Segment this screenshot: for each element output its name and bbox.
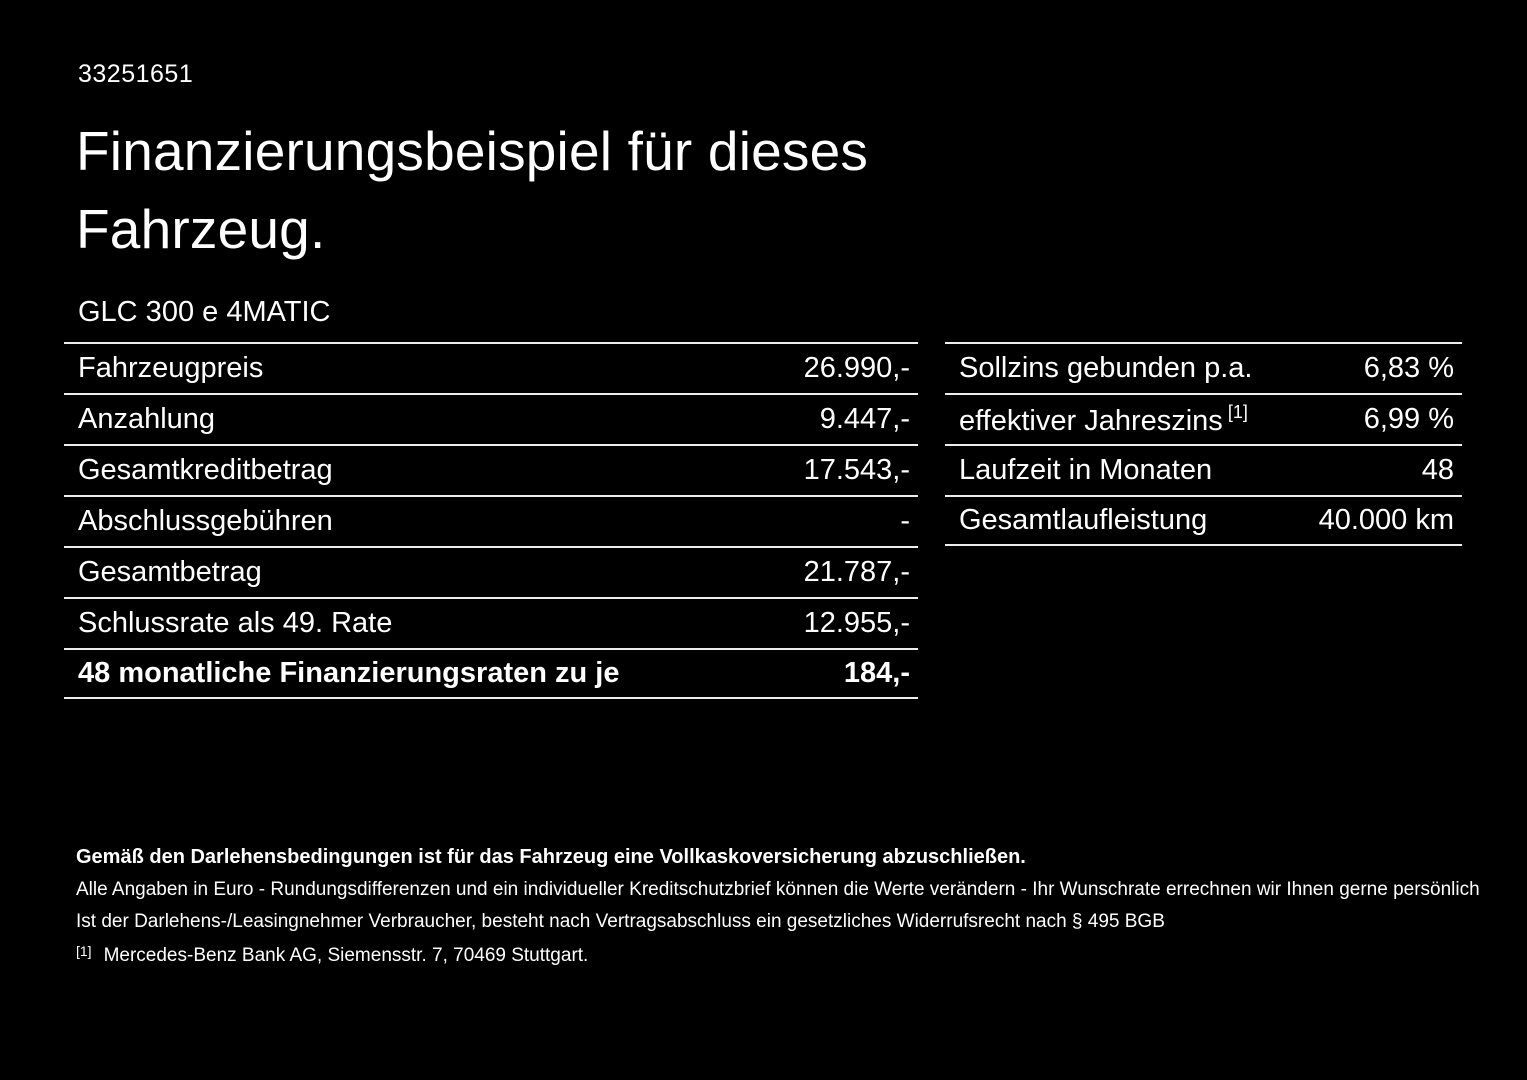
footnote-ref: [1]	[1227, 401, 1248, 422]
table-row-gesamtlaufleistung: Gesamtlaufleistung 40.000 km	[945, 495, 1462, 546]
row-label: Gesamtbetrag	[78, 556, 262, 588]
table-row-gesamtbetrag: Gesamtbetrag 21.787,-	[64, 546, 918, 597]
row-value: 9.447,-	[819, 403, 910, 435]
table-row-monatsrate: 48 monatliche Finanzierungsraten zu je 1…	[64, 648, 918, 699]
row-label-text: effektiver Jahreszins	[959, 404, 1223, 437]
row-value: 40.000 km	[1318, 504, 1454, 536]
table-row-fahrzeugpreis: Fahrzeugpreis 26.990,-	[64, 342, 918, 393]
row-label: Fahrzeugpreis	[78, 352, 264, 384]
row-value: 17.543,-	[803, 454, 910, 486]
footnote-marker: [1]	[76, 943, 92, 959]
row-value: 6,83 %	[1363, 352, 1454, 384]
document-id: 33251651	[78, 60, 194, 88]
row-value: 48	[1421, 454, 1454, 486]
row-label: Laufzeit in Monaten	[959, 454, 1213, 486]
vehicle-model: GLC 300 e 4MATIC	[78, 296, 331, 328]
table-row-sollzins: Sollzins gebunden p.a. 6,83 %	[945, 342, 1462, 393]
table-row-anzahlung: Anzahlung 9.447,-	[64, 393, 918, 444]
financing-table: Fahrzeugpreis 26.990,- Anzahlung 9.447,-…	[64, 342, 918, 699]
row-value: 26.990,-	[803, 352, 910, 384]
row-label: Gesamtlaufleistung	[959, 504, 1208, 536]
row-label: Gesamtkreditbetrag	[78, 454, 333, 486]
row-label: Sollzins gebunden p.a.	[959, 352, 1253, 384]
row-value: 6,99 %	[1363, 403, 1454, 435]
row-value: 184,-	[843, 657, 910, 689]
insurance-note: Gemäß den Darlehensbedingungen ist für d…	[76, 846, 1026, 868]
row-label: Schlussrate als 49. Rate	[78, 607, 393, 639]
row-label: Abschlussgebühren	[78, 505, 333, 537]
table-row-schlussrate: Schlussrate als 49. Rate 12.955,-	[64, 597, 918, 648]
page-title: Finanzierungsbeispiel für dieses Fahrzeu…	[76, 120, 869, 260]
row-label: effektiver Jahreszins [1]	[945, 402, 1248, 438]
table-row-laufzeit: Laufzeit in Monaten 48	[945, 444, 1462, 495]
table-row-abschlussgebuehren: Abschlussgebühren -	[64, 495, 918, 546]
row-value: -	[900, 505, 910, 537]
table-row-effektiver-jahreszins: effektiver Jahreszins [1] 6,99 %	[945, 393, 1462, 444]
row-label: 48 monatliche Finanzierungsraten zu je	[78, 657, 620, 689]
row-value: 21.787,-	[803, 556, 910, 588]
rounding-note: Alle Angaben in Euro - Rundungsdifferenz…	[76, 879, 1480, 900]
row-label: Anzahlung	[78, 403, 216, 435]
footnote-text: Mercedes-Benz Bank AG, Siemensstr. 7, 70…	[103, 945, 589, 966]
bank-footnote: [1] Mercedes-Benz Bank AG, Siemensstr. 7,…	[76, 943, 588, 967]
row-value: 12.955,-	[803, 607, 910, 639]
conditions-table: Sollzins gebunden p.a. 6,83 % effektiver…	[945, 342, 1462, 546]
withdrawal-note: Ist der Darlehens-/Leasingnehmer Verbrau…	[76, 911, 1165, 932]
table-row-gesamtkreditbetrag: Gesamtkreditbetrag 17.543,-	[64, 444, 918, 495]
